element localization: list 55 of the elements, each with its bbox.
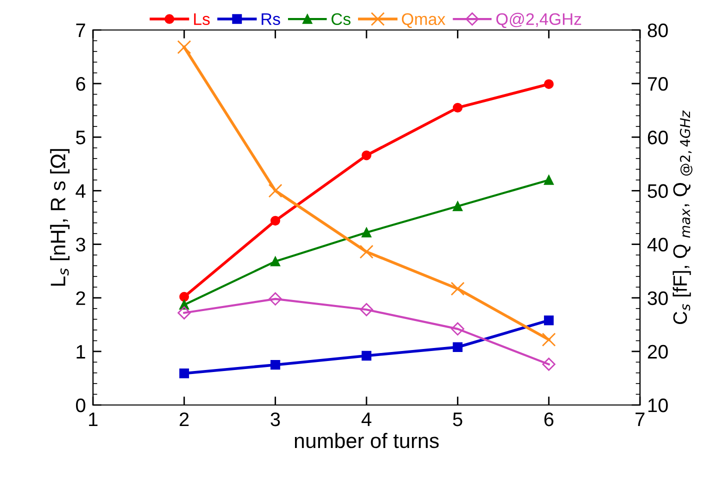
y2-tick-label: 40 bbox=[647, 238, 668, 252]
point bbox=[452, 102, 463, 113]
legend-label: Cs bbox=[332, 13, 350, 26]
point bbox=[179, 368, 190, 378]
y-axis-title: L$_{s}$ [nH], R s [Ω] bbox=[50, 149, 70, 286]
y2-axis-title: C$_{s}$ [fF], Q $_{max}$, Q $_{@2,4GHz}$ bbox=[672, 110, 692, 324]
x-tick-label: 3 bbox=[270, 412, 280, 426]
y-tick-label: 7 bbox=[76, 24, 86, 38]
point bbox=[268, 184, 282, 198]
point bbox=[270, 256, 280, 266]
y-tick-label: 6 bbox=[76, 77, 86, 91]
y2-tick-label: 20 bbox=[648, 344, 668, 359]
point bbox=[450, 282, 465, 296]
x-tick-label: 1 bbox=[89, 412, 98, 426]
y2-tick-label: 30 bbox=[648, 291, 668, 306]
y2-tick-label: 80 bbox=[648, 23, 668, 38]
legend-label: Qmax bbox=[402, 13, 446, 28]
point bbox=[362, 350, 372, 361]
point bbox=[451, 322, 464, 336]
y-tick-label: 5 bbox=[76, 130, 86, 144]
point bbox=[542, 358, 556, 371]
point bbox=[360, 303, 374, 316]
point bbox=[360, 244, 374, 259]
point bbox=[362, 150, 372, 160]
point bbox=[452, 201, 463, 212]
point bbox=[452, 342, 463, 352]
point bbox=[177, 40, 192, 54]
y2-tick-label: 10 bbox=[648, 398, 668, 412]
y-tick-label: 0 bbox=[76, 398, 86, 412]
legend-label: Rs bbox=[262, 13, 280, 26]
point bbox=[270, 216, 280, 226]
y-tick-label: 2 bbox=[76, 291, 86, 305]
x-tick-label: 6 bbox=[544, 412, 554, 426]
x-axis-title: number of turns bbox=[294, 432, 439, 448]
y-tick-label: 1 bbox=[76, 345, 86, 358]
point bbox=[178, 306, 191, 320]
point bbox=[544, 175, 554, 185]
point bbox=[542, 332, 556, 347]
y2-tick-label: 50 bbox=[648, 184, 668, 198]
y2-tick-label: 60 bbox=[648, 130, 668, 144]
y-tick-label: 3 bbox=[76, 238, 86, 252]
y2-tick-label: 70 bbox=[648, 77, 668, 91]
legend-label: Ls bbox=[194, 13, 210, 26]
point bbox=[362, 228, 372, 238]
x-tick-label: 4 bbox=[362, 412, 372, 426]
point bbox=[270, 360, 280, 370]
point bbox=[179, 292, 190, 302]
x-tick-label: 5 bbox=[453, 412, 462, 426]
legend-label: Q@2,4GHz bbox=[496, 12, 582, 28]
point bbox=[268, 292, 282, 306]
point bbox=[544, 315, 554, 326]
point bbox=[544, 79, 554, 89]
x-tick-label: 2 bbox=[180, 412, 189, 426]
y-tick-label: 4 bbox=[76, 184, 86, 198]
x-tick-label: 7 bbox=[636, 412, 644, 426]
